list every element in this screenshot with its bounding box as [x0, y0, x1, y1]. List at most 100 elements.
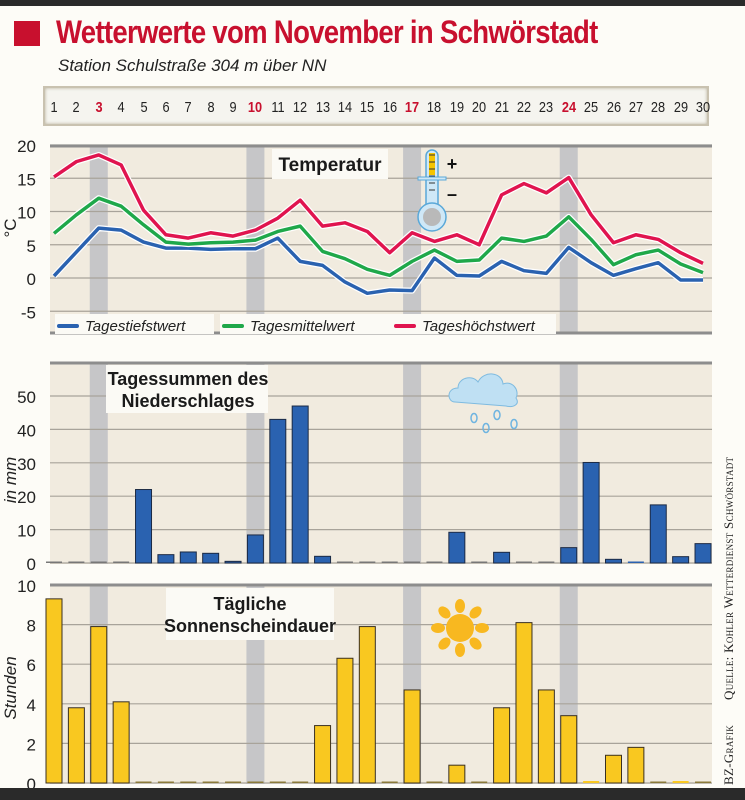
y-tick-label: 0: [27, 555, 36, 574]
precip-bar: [448, 531, 466, 564]
y-tick-label: 20: [17, 137, 36, 156]
day-label: 2: [72, 99, 80, 116]
day-strip: 1 2 3 4 5 6 7 8 9 10 11 12 13 14 15 16 17 18 19 20 21 22 23 24 2…: [43, 86, 710, 126]
day-label: 16: [382, 99, 397, 116]
precip-bar: [224, 560, 242, 564]
panel-background: [50, 585, 712, 784]
cloud-shape: [448, 373, 518, 407]
sun-ray: [455, 643, 465, 657]
sun-icon: [431, 599, 489, 657]
y-tick-label: 30: [17, 455, 36, 474]
sunshine-bar: [247, 781, 264, 783]
raindrop: [493, 409, 501, 421]
sunshine-bar: [314, 725, 332, 784]
sunshine-bar: [336, 657, 354, 784]
y-tick-label: 10: [17, 577, 36, 596]
legend-item-box: [392, 314, 556, 334]
day-label: 14: [337, 99, 353, 116]
weekend-column: [246, 363, 265, 564]
y-tick-label: -5: [21, 303, 36, 322]
y-tick-label: 0: [27, 775, 36, 794]
sunshine-bar: [112, 701, 130, 784]
chart-title: Temperatur: [278, 155, 382, 176]
weekend-column: [559, 146, 578, 333]
day-label: 13: [315, 99, 330, 116]
weekend-column: [89, 146, 108, 333]
day-label: 3: [95, 99, 103, 116]
legend-label: Tagestiefstwert: [85, 318, 186, 335]
precip-bar: [113, 561, 130, 563]
sun-ray: [438, 606, 451, 619]
day-label: 19: [449, 99, 464, 116]
sun-ray: [469, 606, 482, 619]
y-tick-label: 50: [17, 388, 36, 407]
sunshine-bar: [292, 781, 309, 783]
sunshine-bar: [537, 689, 555, 784]
day-label: 8: [207, 99, 215, 116]
day-label: 24: [561, 99, 576, 116]
y-axis-label: in mm: [1, 457, 20, 503]
sun-ray: [469, 637, 482, 650]
sunshine-bar: [358, 626, 376, 784]
raindrop: [470, 412, 478, 424]
y-axis-label: Stunden: [1, 656, 20, 719]
day-label: 9: [229, 99, 237, 116]
chart-title: Tägliche: [213, 594, 286, 614]
series-line-high: [53, 153, 704, 265]
y-tick-label: 4: [27, 696, 36, 715]
chart-title: Sonnenscheindauer: [164, 616, 336, 636]
day-label: 4: [117, 99, 125, 116]
precip-bar: [672, 556, 690, 564]
precip-bar: [471, 561, 488, 563]
precip-bar: [46, 561, 62, 563]
day-label: 20: [472, 99, 487, 116]
day-label: 7: [184, 99, 192, 116]
raindrop: [482, 422, 490, 434]
day-label: 15: [360, 99, 375, 116]
chart-title: Niederschlages: [121, 391, 254, 411]
precip-bar: [68, 561, 85, 563]
day-label: 17: [404, 99, 420, 116]
title-marker: [14, 21, 40, 46]
precip-bar: [291, 405, 309, 564]
precip-bar: [404, 561, 421, 563]
thermometer-bulb-inner: [423, 208, 441, 226]
precip-bar: [493, 551, 511, 564]
sun-ray: [438, 637, 451, 650]
y-tick-label: 15: [17, 170, 36, 189]
sunshine-bar: [695, 781, 712, 783]
day-label: 27: [628, 99, 643, 116]
chart-title: Tagessummen des: [108, 369, 269, 389]
y-tick-label: 5: [27, 237, 36, 256]
y-tick-label: 20: [17, 488, 36, 507]
sunshine-bar: [605, 754, 622, 784]
rain-cloud-icon: [448, 373, 518, 434]
day-label: 10: [248, 99, 263, 116]
day-label: 1: [50, 99, 58, 116]
sunshine-bar: [225, 781, 242, 783]
top-border: [0, 0, 745, 6]
page-subtitle: Station Schulstraße 304 m über NN: [58, 56, 327, 75]
sun-disc: [446, 614, 474, 642]
sunshine-bar: [448, 764, 466, 784]
thermometer-minus: –: [447, 184, 457, 204]
sun-ray: [431, 623, 445, 633]
day-label: 6: [162, 99, 170, 116]
y-tick-label: 8: [27, 617, 36, 636]
sunshine-bar: [471, 781, 488, 783]
credit-source: Quelle: Kohler Wetterdienst Schwörstadt: [721, 456, 736, 700]
precip-bar: [90, 561, 107, 563]
sunshine-bar: [202, 781, 219, 783]
day-label: 21: [494, 99, 509, 116]
day-label: 22: [516, 99, 532, 116]
sunshine-bar: [45, 598, 63, 784]
precip-bar: [202, 552, 220, 564]
y-axis-label: °C: [1, 218, 20, 237]
sunshine-bar: [67, 707, 85, 784]
sunshine-bar: [269, 781, 286, 783]
day-label: 11: [271, 99, 285, 116]
y-tick-label: 2: [27, 735, 36, 754]
precip-bar: [694, 543, 712, 564]
weekend-column: [559, 363, 578, 564]
